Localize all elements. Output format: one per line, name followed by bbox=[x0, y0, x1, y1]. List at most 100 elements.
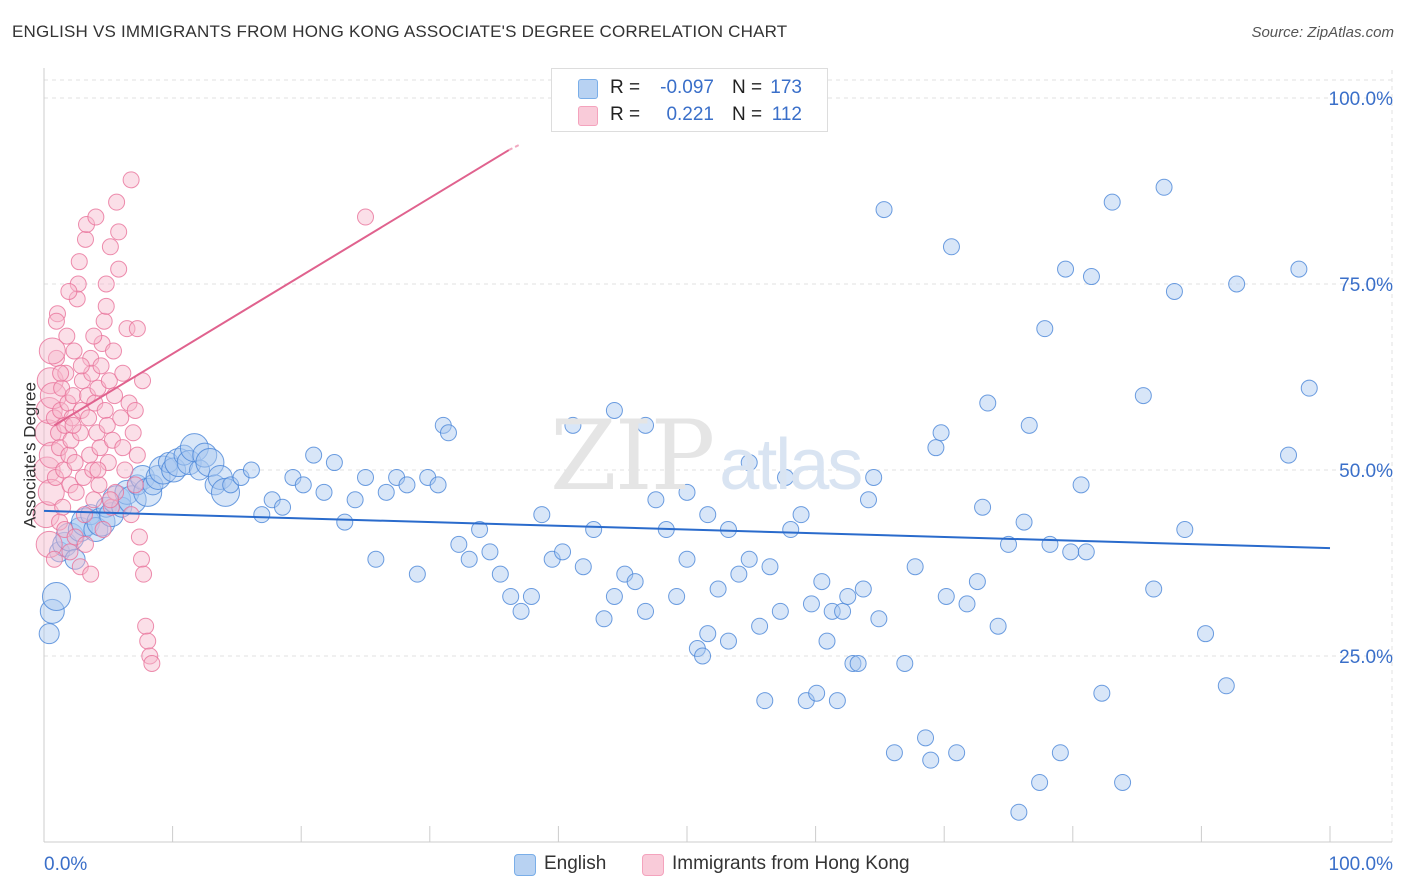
data-point bbox=[668, 587, 686, 605]
data-point bbox=[97, 297, 115, 315]
data-point bbox=[813, 573, 831, 591]
tick-labels: 25.0% 50.0% 75.0% 100.0% 0.0% 100.0% bbox=[44, 89, 1393, 875]
data-point bbox=[719, 521, 737, 539]
data-point bbox=[756, 692, 774, 710]
data-point bbox=[33, 456, 61, 484]
legend-swatch-english bbox=[578, 79, 598, 99]
data-point bbox=[699, 506, 717, 524]
data-point bbox=[1072, 476, 1090, 494]
data-point bbox=[135, 565, 153, 583]
data-point bbox=[65, 342, 83, 360]
data-point bbox=[917, 729, 935, 747]
data-point bbox=[38, 337, 66, 365]
bottom-swatch-hongkong bbox=[642, 854, 664, 876]
trend-line-hongkong-ext bbox=[508, 143, 522, 151]
data-point bbox=[336, 513, 354, 531]
data-point bbox=[1114, 773, 1132, 791]
data-point bbox=[112, 409, 130, 427]
data-point bbox=[110, 223, 128, 241]
data-point bbox=[1000, 535, 1017, 553]
data-point bbox=[1134, 387, 1152, 405]
data-point bbox=[110, 260, 128, 278]
data-point bbox=[859, 491, 877, 509]
data-point bbox=[137, 617, 155, 635]
bottom-legend-hongkong-label: Immigrants from Hong Kong bbox=[672, 853, 910, 874]
data-point bbox=[305, 446, 323, 464]
data-point bbox=[91, 439, 109, 457]
legend-r-label: R = bbox=[610, 104, 641, 125]
data-point bbox=[968, 573, 986, 591]
data-point bbox=[1228, 275, 1246, 293]
data-point bbox=[574, 558, 592, 576]
legend-r-value: -0.097 bbox=[660, 77, 714, 98]
data-point bbox=[1062, 543, 1080, 561]
data-point bbox=[906, 558, 924, 576]
hongkong-points bbox=[32, 171, 374, 672]
data-point bbox=[885, 744, 903, 762]
data-point bbox=[58, 327, 76, 345]
data-point bbox=[777, 468, 795, 486]
bottom-swatch-english bbox=[514, 854, 536, 876]
data-point bbox=[937, 587, 955, 605]
data-point bbox=[61, 543, 79, 561]
data-point bbox=[346, 491, 364, 509]
x-tick-label: 0.0% bbox=[44, 854, 87, 875]
data-point bbox=[132, 550, 150, 568]
data-point bbox=[491, 565, 509, 583]
data-point bbox=[82, 565, 100, 583]
data-point bbox=[1290, 260, 1308, 278]
data-point bbox=[802, 595, 820, 613]
data-point bbox=[94, 521, 112, 539]
y-tick-label: 50.0% bbox=[1339, 461, 1393, 482]
data-point bbox=[533, 506, 551, 524]
data-point bbox=[730, 565, 748, 583]
data-point bbox=[839, 587, 857, 605]
chart-title: ENGLISH VS IMMIGRANTS FROM HONG KONG ASS… bbox=[12, 22, 788, 41]
data-point bbox=[471, 521, 489, 539]
data-point bbox=[80, 409, 98, 427]
data-point bbox=[398, 476, 416, 494]
legend-row-hongkong: R = 0.221 N = 112 bbox=[552, 102, 827, 128]
data-point bbox=[64, 416, 82, 434]
data-point bbox=[70, 253, 88, 271]
data-point bbox=[948, 744, 966, 762]
legend-row-english: R = -0.097 N = 173 bbox=[552, 75, 827, 101]
data-point bbox=[122, 506, 140, 524]
data-point bbox=[699, 625, 717, 643]
data-point bbox=[67, 483, 85, 501]
data-point bbox=[37, 478, 65, 506]
data-point bbox=[47, 312, 65, 330]
data-point bbox=[100, 372, 118, 390]
data-point bbox=[325, 454, 343, 472]
data-point bbox=[128, 446, 146, 464]
data-point bbox=[818, 632, 836, 650]
data-point bbox=[828, 692, 846, 710]
data-point bbox=[124, 424, 142, 442]
data-point bbox=[1155, 178, 1173, 196]
data-point bbox=[54, 498, 72, 516]
legend-n-label: N = bbox=[732, 104, 763, 125]
data-point bbox=[294, 476, 312, 494]
data-point bbox=[84, 461, 102, 479]
data-point bbox=[242, 461, 260, 479]
data-point bbox=[429, 476, 447, 494]
data-point bbox=[1093, 684, 1111, 702]
trend-line-hongkong bbox=[53, 149, 510, 427]
data-point bbox=[1036, 320, 1054, 338]
data-point bbox=[76, 535, 94, 553]
data-point bbox=[460, 550, 478, 568]
data-point bbox=[192, 442, 218, 468]
data-point bbox=[605, 401, 623, 419]
data-point bbox=[98, 416, 116, 434]
data-point bbox=[771, 602, 789, 620]
data-point bbox=[974, 498, 992, 516]
data-point bbox=[41, 581, 71, 611]
watermark-zip: ZIP bbox=[550, 400, 715, 512]
data-point bbox=[870, 610, 888, 628]
data-point bbox=[626, 573, 644, 591]
data-point bbox=[439, 424, 457, 442]
data-point bbox=[512, 602, 530, 620]
data-point bbox=[1176, 521, 1194, 539]
data-point bbox=[1300, 379, 1318, 397]
data-point bbox=[1145, 580, 1163, 598]
